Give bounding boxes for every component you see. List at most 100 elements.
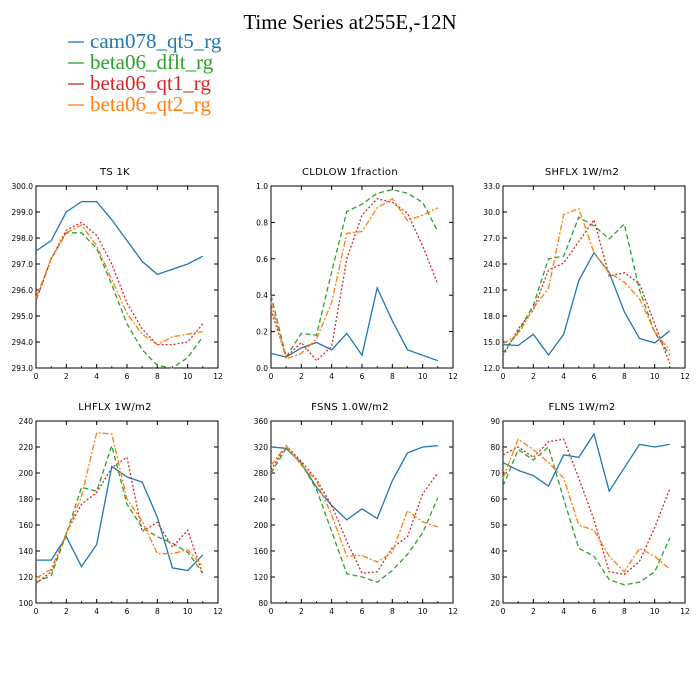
x-tick-label: 8 <box>155 607 160 616</box>
x-tick-label: 2 <box>64 607 69 616</box>
panel: FSNS 1.0W/m2 80 120 160 200 240 280 320 360 0 2 4 6 8… <box>254 402 458 616</box>
series-line-cam078_qt5_rg <box>270 285 439 362</box>
panel-title: CLDLOW 1fraction <box>302 167 398 178</box>
series-line-beta06_dflt_rg <box>270 188 439 359</box>
y-tick-label: 200 <box>19 469 34 478</box>
series-line-beta06_qt1_rg <box>35 221 204 346</box>
y-tick-label: 12.0 <box>483 364 500 373</box>
panel-title: FLNS 1W/m2 <box>548 402 615 413</box>
y-tick-label: 70 <box>490 469 500 478</box>
x-tick-label: 8 <box>390 607 395 616</box>
series-line-cam078_qt5_rg <box>502 251 671 357</box>
panel-title: SHFLX 1W/m2 <box>545 167 619 178</box>
x-tick-label: 6 <box>125 372 130 381</box>
panel: SHFLX 1W/m2 12.0 15.0 18.0 21.0 24.0 27.0 30.0 3… <box>483 167 690 381</box>
panel-title: TS 1K <box>99 167 130 178</box>
y-tick-label: 0.2 <box>256 328 268 337</box>
y-tick-label: 40 <box>490 547 500 556</box>
series-line-beta06_qt2_rg <box>270 197 439 360</box>
series-line-beta06_qt2_rg <box>502 438 671 573</box>
legend-item: beta06_qt1_rg <box>68 71 211 95</box>
y-tick-label: 90 <box>490 417 500 426</box>
legend: cam078_qt5_rgbeta06_dflt_rgbeta06_qt1_rg… <box>68 29 222 116</box>
series-line-beta06_qt1_rg <box>270 444 439 574</box>
plot-frame <box>35 185 219 369</box>
legend-item: cam078_qt5_rg <box>68 29 222 53</box>
y-tick-label: 50 <box>490 521 500 530</box>
x-tick-label: 10 <box>650 372 660 381</box>
x-tick-label: 8 <box>390 372 395 381</box>
y-tick-label: 15.0 <box>483 338 500 347</box>
legend-label: cam078_qt5_rg <box>90 29 222 53</box>
x-tick-label: 12 <box>213 607 223 616</box>
legend-item: beta06_qt2_rg <box>68 92 211 116</box>
series-line-beta06_dflt_rg <box>502 216 671 356</box>
x-tick-label: 2 <box>64 372 69 381</box>
x-tick-label: 4 <box>561 607 566 616</box>
x-tick-label: 10 <box>650 607 660 616</box>
y-tick-label: 18.0 <box>483 312 500 321</box>
x-tick-label: 4 <box>329 607 334 616</box>
y-tick-label: 295.0 <box>12 312 34 321</box>
series-line-cam078_qt5_rg <box>36 465 204 572</box>
y-tick-label: 280 <box>254 469 269 478</box>
legend-label: beta06_qt1_rg <box>90 71 211 95</box>
y-tick-label: 300.0 <box>12 182 34 191</box>
x-tick-label: 6 <box>592 607 597 616</box>
y-tick-label: 293.0 <box>12 364 34 373</box>
x-tick-label: 12 <box>213 372 223 381</box>
y-tick-label: 320 <box>254 443 269 452</box>
x-tick-label: 4 <box>561 372 566 381</box>
series-line-beta06_qt2_rg <box>35 224 203 346</box>
series-line-beta06_qt2_rg <box>270 444 439 563</box>
plot-frame <box>270 420 454 604</box>
y-tick-label: 299.0 <box>12 208 34 217</box>
series-line-beta06_qt1_rg <box>270 197 439 362</box>
series-line-beta06_qt1_rg <box>502 218 671 364</box>
x-tick-label: 8 <box>155 372 160 381</box>
panel: CLDLOW 1fraction 0.0 0.2 0.4 0.6 0.8 1.0 0 2 4 6 8 1… <box>256 167 458 381</box>
legend-label: beta06_dflt_rg <box>90 50 214 74</box>
y-tick-label: 298.0 <box>12 234 34 243</box>
x-tick-label: 2 <box>299 372 304 381</box>
y-tick-label: 0.4 <box>256 291 268 300</box>
x-tick-label: 8 <box>622 607 627 616</box>
series-line-beta06_qt2_rg <box>502 207 671 352</box>
y-tick-label: 160 <box>254 547 269 556</box>
x-tick-label: 0 <box>269 372 274 381</box>
y-tick-label: 120 <box>19 573 34 582</box>
x-tick-label: 0 <box>501 372 506 381</box>
x-tick-label: 10 <box>183 607 193 616</box>
y-tick-label: 294.0 <box>12 338 34 347</box>
y-tick-label: 80 <box>490 443 500 452</box>
x-tick-label: 0 <box>501 607 506 616</box>
figure-title: Time Series at255E,-12N <box>243 10 456 34</box>
y-tick-label: 220 <box>19 443 34 452</box>
x-tick-label: 4 <box>329 372 334 381</box>
y-tick-label: 160 <box>19 521 34 530</box>
series-line-beta06_qt1_rg <box>35 456 204 585</box>
y-tick-label: 20 <box>490 599 500 608</box>
series-line-beta06_qt2_rg <box>35 432 204 579</box>
x-tick-label: 2 <box>531 372 536 381</box>
x-tick-label: 2 <box>531 607 536 616</box>
y-tick-label: 80 <box>258 599 268 608</box>
y-tick-label: 297.0 <box>12 260 34 269</box>
panel: FLNS 1W/m2 20 30 40 50 60 70 80 90 0 2 4 6 8 10 12 <box>490 402 690 616</box>
x-tick-label: 0 <box>269 607 274 616</box>
x-tick-label: 10 <box>418 607 428 616</box>
x-tick-label: 6 <box>592 372 597 381</box>
x-tick-label: 12 <box>448 607 458 616</box>
y-tick-label: 24.0 <box>483 260 500 269</box>
panel-title: LHFLX 1W/m2 <box>78 402 151 413</box>
panels: TS 1K 293.0 294.0 295.0 296.0 297.0 298.0 299.0… <box>12 167 690 616</box>
panel: TS 1K 293.0 294.0 295.0 296.0 297.0 298.0 299.0… <box>12 167 223 381</box>
y-tick-label: 27.0 <box>483 234 500 243</box>
x-tick-label: 10 <box>183 372 193 381</box>
panel-title: FSNS 1.0W/m2 <box>311 402 389 413</box>
plot-frame <box>35 420 219 604</box>
series-line-beta06_dflt_rg <box>270 447 439 583</box>
series-line-cam078_qt5_rg <box>270 445 438 521</box>
series-line-beta06_qt1_rg <box>502 438 671 576</box>
x-tick-label: 4 <box>94 372 99 381</box>
